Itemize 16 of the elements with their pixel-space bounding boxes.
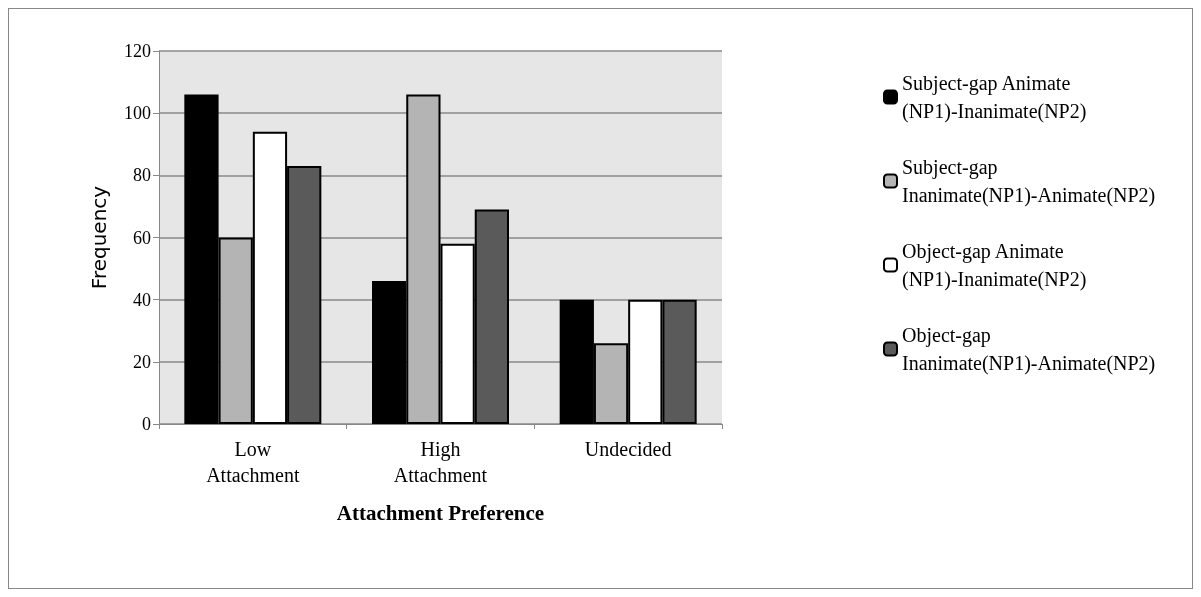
legend-label: Object-gap Animate (NP1)-Inanimate(NP2) xyxy=(902,240,1087,291)
y-axis-title: Frequency xyxy=(87,185,111,290)
y-tick-label: 120 xyxy=(124,41,151,61)
x-axis-title: Attachment Preference xyxy=(336,500,545,525)
x-tick-label: High Attachment xyxy=(393,438,488,486)
y-tick-label: 40 xyxy=(133,289,151,310)
y-tick-label: 20 xyxy=(133,351,151,372)
legend-label: Object-gap Inanimate(NP1)-Animate(NP2) xyxy=(902,324,1156,375)
y-tick-label: 0 xyxy=(142,414,151,434)
y-tick-label: 60 xyxy=(133,227,151,248)
x-tick-label: Low Attachment xyxy=(206,438,300,486)
legend-label: Subject-gap Animate (NP1)-Inanimate(NP2) xyxy=(902,72,1087,123)
y-tick-label: 100 xyxy=(124,103,151,124)
legend-label: Subject-gap Inanimate(NP1)-Animate(NP2) xyxy=(902,156,1156,207)
y-tick-label: 80 xyxy=(133,165,151,186)
x-tick-label: Undecided xyxy=(584,438,672,460)
